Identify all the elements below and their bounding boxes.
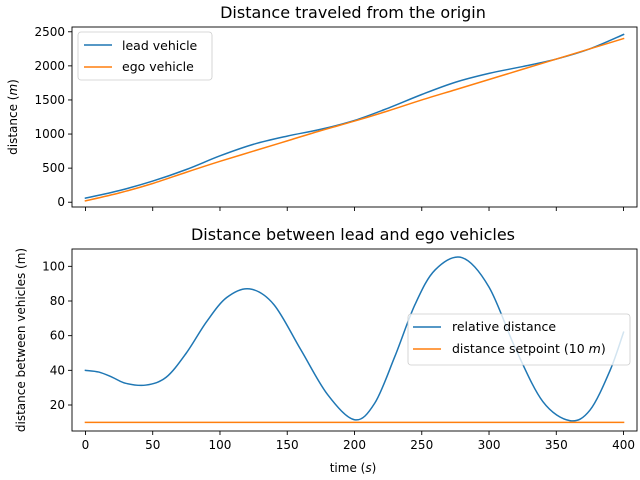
x-tick-label: 300 — [478, 438, 501, 452]
legend: relative distance distance setpoint (10 … — [407, 313, 631, 366]
legend-setpoint-close: ) — [601, 341, 606, 356]
legend-label-lead-vehicle: lead vehicle — [122, 38, 198, 53]
x-tick-label: 50 — [145, 438, 160, 452]
series-lines — [84, 33, 625, 202]
y-axis-label-unit: m — [6, 84, 20, 96]
x-tick-label: 100 — [209, 438, 232, 452]
x-tick-label: 350 — [545, 438, 568, 452]
y-axis-label: distance (m) — [6, 79, 20, 155]
series-line-1 — [84, 37, 625, 202]
x-tick-label: 250 — [410, 438, 433, 452]
x-tick-label: 200 — [343, 438, 366, 452]
legend-setpoint-main: distance setpoint (10 — [452, 341, 589, 356]
y-tick-label: 60 — [50, 329, 65, 343]
plot-frame — [71, 248, 638, 432]
y-tick-label: 0 — [57, 195, 65, 209]
svg-text:distance (m): distance (m) — [6, 79, 20, 155]
axis-ticks: 0 500 1000 1500 2000 2500 — [34, 25, 624, 211]
y-tick-label: 100 — [42, 259, 65, 273]
y-axis-label: distance between vehicles (m) — [14, 248, 28, 432]
x-tick-label: 400 — [612, 438, 635, 452]
x-axis-label-unit: s — [365, 461, 371, 475]
legend: lead vehicle ego vehicle — [77, 31, 213, 81]
x-axis-label-close: ) — [372, 461, 377, 475]
y-tick-label: 1500 — [34, 93, 65, 107]
legend-label-ego-vehicle: ego vehicle — [122, 59, 194, 74]
y-tick-label: 2500 — [34, 25, 65, 39]
legend-box — [407, 313, 631, 366]
x-tick-label: 150 — [276, 438, 299, 452]
legend-box — [77, 31, 213, 81]
axis-ticks: 0 50 100 150 200 250 300 350 400 20 40 60 80 100 — [42, 259, 635, 452]
y-tick-label: 1000 — [34, 127, 65, 141]
chart-distance-traveled: Distance traveled from the origin distan… — [6, 3, 638, 211]
x-axis-label: time (s) — [330, 461, 377, 475]
y-tick-label: 500 — [42, 161, 65, 175]
chart-title: Distance traveled from the origin — [220, 3, 486, 22]
legend-setpoint-unit: m — [589, 341, 601, 356]
y-axis-label-close: ) — [6, 79, 20, 84]
svg-text:distance between vehicles (m): distance between vehicles (m) — [14, 248, 28, 432]
series-lines — [84, 256, 625, 424]
y-tick-label: 40 — [50, 363, 65, 377]
chart-distance-between: Distance between lead and ego vehicles d… — [14, 225, 638, 475]
y-tick-label: 80 — [50, 294, 65, 308]
x-axis-label-main: time ( — [330, 461, 366, 475]
x-tick-label: 0 — [82, 438, 90, 452]
y-tick-label: 2000 — [34, 59, 65, 73]
legend-label-relative-distance: relative distance — [452, 319, 556, 334]
y-tick-label: 20 — [50, 398, 65, 412]
y-axis-label-main: distance ( — [6, 96, 20, 155]
legend-label-distance-setpoint: distance setpoint (10 m) — [452, 341, 606, 356]
chart-title: Distance between lead and ego vehicles — [191, 225, 515, 244]
series-line-0 — [84, 256, 625, 422]
plot-frame — [71, 26, 638, 208]
